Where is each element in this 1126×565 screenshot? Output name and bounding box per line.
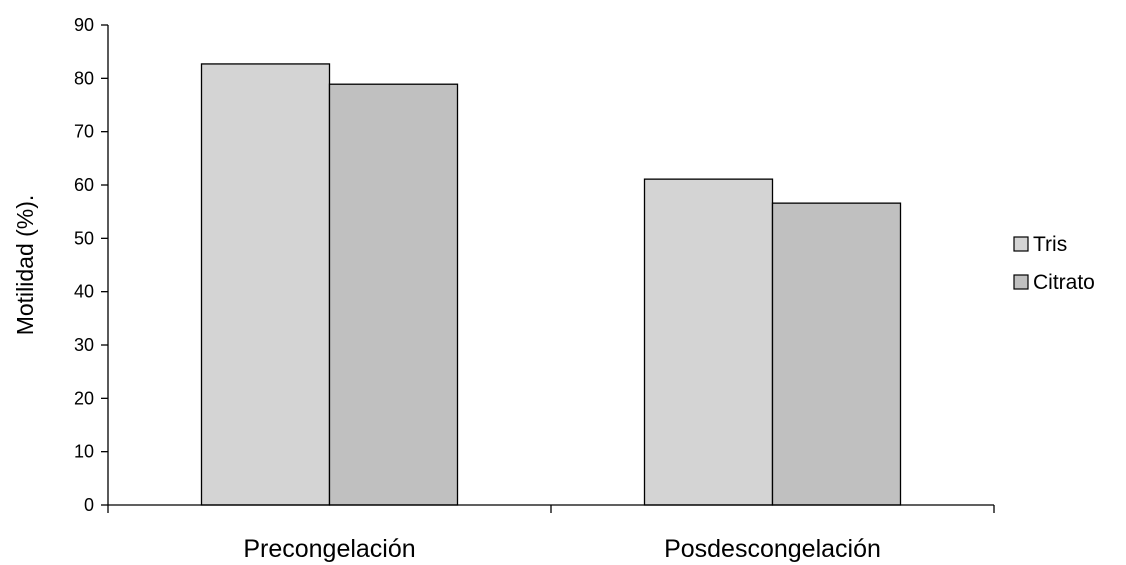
category-label: Precongelación: [243, 535, 415, 563]
bar-tris-1: [643, 178, 774, 506]
y-tick-label: 90: [74, 15, 94, 35]
y-tick-label: 60: [74, 175, 94, 195]
legend-swatch-tris: [1013, 236, 1029, 252]
bar-citrato-1: [771, 202, 902, 506]
y-tick-label: 30: [74, 335, 94, 355]
y-axis-label: Motilidad (%).: [12, 195, 38, 336]
bar-citrato-0: [328, 83, 459, 506]
y-tick-label: 50: [74, 228, 94, 248]
y-tick-label: 80: [74, 68, 94, 88]
y-tick-label: 40: [74, 282, 94, 302]
bars-group: [200, 63, 902, 506]
y-ticks-group: 0 10 20 30 40 50 60 70 80 90: [74, 15, 108, 515]
legend-label-citrato: Citrato: [1033, 271, 1095, 294]
y-tick-label: 20: [74, 388, 94, 408]
y-tick-label: 70: [74, 122, 94, 142]
axes-group: [107, 25, 995, 513]
y-tick-label: 10: [74, 442, 94, 462]
category-labels-group: Precongelación Posdescongelación: [243, 535, 881, 563]
legend: Tris Citrato: [1013, 233, 1095, 294]
category-label: Posdescongelación: [664, 535, 881, 563]
legend-label-tris: Tris: [1033, 233, 1067, 256]
bar-tris-0: [200, 63, 331, 506]
y-tick-label: 0: [84, 495, 94, 515]
legend-swatch-citrato: [1013, 274, 1029, 290]
